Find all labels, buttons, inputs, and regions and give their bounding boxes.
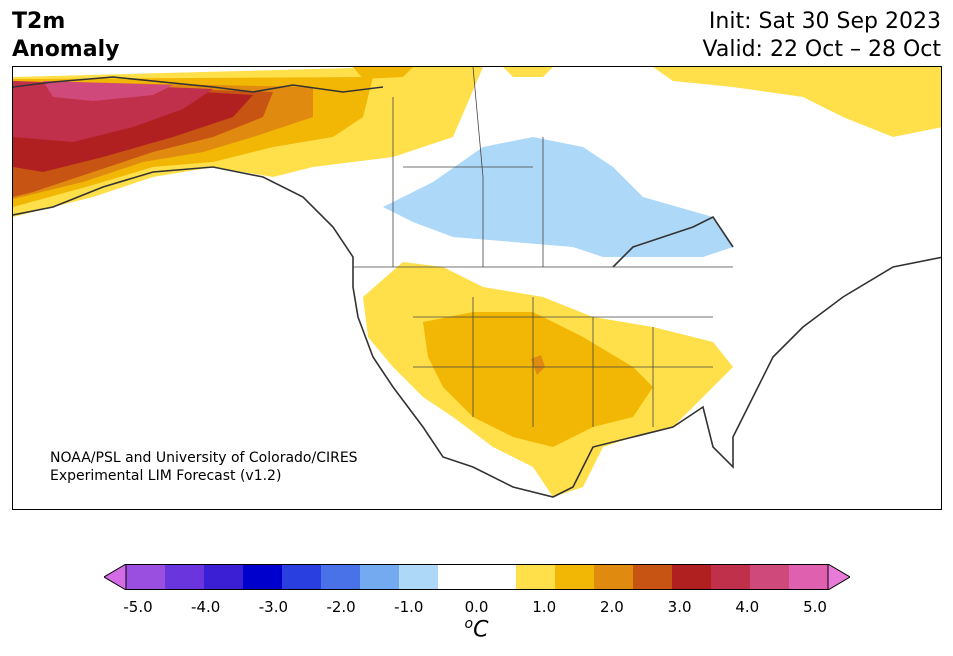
map-title: T2m Anomaly [12,8,119,64]
colorbar-tick-label: -5.0 [123,598,153,616]
colorbar-tick-label: 1.0 [532,598,557,616]
colorbar-cell [477,564,517,590]
us-anomaly-2 [423,312,653,447]
credit-line-2: Experimental LIM Forecast (v1.2) [50,468,282,484]
colorbar-cell [516,564,556,590]
colorbar-tick-label: -1.0 [394,598,424,616]
canada-cool-anomaly [383,137,733,257]
arctic-anomaly-4 [503,67,553,77]
colorbar-tick-label: -3.0 [258,598,289,616]
arctic-anomaly-2 [353,67,413,79]
colorbar-cell [789,564,829,590]
arctic-anomaly-1 [653,67,941,137]
colorbar-tick-label: 2.0 [599,598,624,616]
colorbar-cell [555,564,595,590]
colorbar-cell [750,564,790,590]
colorbar-tick-label: -2.0 [326,598,356,616]
map-panel: NOAA/PSL and University of Colorado/CIRE… [12,66,942,510]
colorbar-tick-label: 3.0 [667,598,692,616]
us-anomaly-3 [531,355,545,375]
colorbar-cell [243,564,283,590]
colorbar-cell [321,564,361,590]
colorbar-tick-label: 0.0 [464,598,489,616]
colorbar-cells [104,564,850,590]
init-date: Init: Sat 30 Sep 2023 [708,9,941,34]
colorbar-unit: oC [0,616,953,642]
title-line-1: T2m [12,9,66,34]
colorbar-cell [360,564,400,590]
colorbar-outline [125,564,829,590]
unit-degree: o [464,616,474,632]
colorbar-cell [165,564,205,590]
anomaly-map [13,67,941,498]
arctic-anomaly-3 [413,67,463,87]
colorbar-cell [126,564,166,590]
colorbar-cell [399,564,439,590]
colorbar [104,564,850,590]
colorbar-tick-label: -4.0 [191,598,221,616]
coastlines [13,76,941,498]
colorbar-ticks: -5.0 -4.0 -3.0 -2.0 -1.0 0.0 1.0 2.0 3.0 4.0 5.0 [0,598,953,618]
valid-range: Valid: 22 Oct – 28 Oct [702,37,941,62]
colorbar-cell [672,564,712,590]
colorbar-cell [711,564,751,590]
alaska-anomaly-7 [43,81,173,101]
colorbar-tick-label: 4.0 [735,598,760,616]
forecast-dates: Init: Sat 30 Sep 2023 Valid: 22 Oct – 28… [703,8,941,64]
colorbar-cell [633,564,673,590]
credit-text: NOAA/PSL and University of Colorado/CIRE… [50,449,358,485]
political-borders [353,67,733,427]
unit-letter: C [473,617,489,643]
colorbar-extend-low [104,564,127,590]
colorbar-cell [438,564,478,590]
colorbar-cell [204,564,244,590]
credit-line-1: NOAA/PSL and University of Colorado/CIRE… [50,450,358,466]
colorbar-cell [594,564,634,590]
colorbar-cell [282,564,322,590]
colorbar-tick-label: 5.0 [803,598,827,616]
title-line-2: Anomaly [12,37,120,62]
colorbar-extend-high [827,564,850,590]
